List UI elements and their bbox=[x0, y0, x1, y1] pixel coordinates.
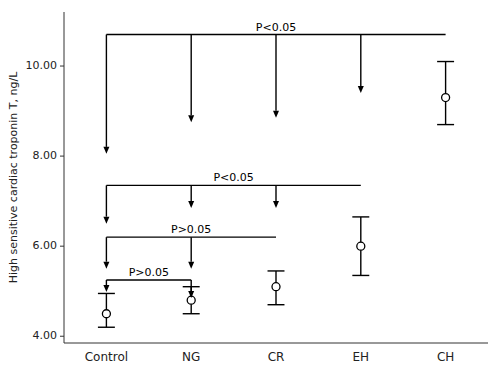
arrow-shaft bbox=[190, 280, 191, 291]
error-cap-lower bbox=[352, 275, 369, 276]
arrow-shaft bbox=[190, 237, 191, 262]
arrow-shaft bbox=[190, 185, 191, 201]
annotation-arrow bbox=[188, 35, 194, 123]
plot-area bbox=[98, 35, 454, 328]
annotation-arrow bbox=[103, 35, 109, 154]
arrow-shaft bbox=[106, 185, 107, 216]
error-cap-lower bbox=[98, 327, 115, 328]
arrow-head bbox=[273, 201, 279, 208]
x-tick-label: CR bbox=[268, 350, 285, 364]
error-cap-lower bbox=[183, 313, 200, 314]
y-tick-label: 8.00 bbox=[33, 149, 58, 162]
annotation-arrow bbox=[188, 185, 194, 208]
x-axis-line bbox=[64, 343, 488, 344]
x-tick-label: Control bbox=[85, 350, 128, 364]
arrow-head bbox=[103, 285, 109, 292]
annotation-bar bbox=[106, 185, 360, 186]
arrow-shaft bbox=[275, 35, 276, 111]
mean-marker bbox=[442, 94, 450, 102]
axes: 4.00 6.00 8.00 10.00 Control NG CR EH CH bbox=[26, 12, 489, 364]
arrow-head bbox=[188, 115, 194, 122]
annotation-arrow bbox=[273, 35, 279, 118]
annotation-arrow bbox=[358, 35, 364, 94]
error-cap-upper bbox=[352, 216, 369, 217]
error-cap-upper bbox=[437, 61, 454, 62]
error-cap-lower bbox=[437, 124, 454, 125]
y-tick-label: 6.00 bbox=[33, 239, 58, 252]
annotation-labels: P<0.05 P<0.05 P>0.05 P>0.05 bbox=[129, 21, 297, 279]
mean-marker bbox=[102, 310, 110, 318]
mean-marker bbox=[357, 242, 365, 250]
y-tick bbox=[60, 336, 64, 337]
mean-marker bbox=[272, 283, 280, 291]
arrow-head bbox=[188, 201, 194, 208]
annotation-label: P>0.05 bbox=[171, 223, 211, 236]
error-cap-lower bbox=[268, 304, 285, 305]
arrow-head bbox=[103, 147, 109, 154]
arrow-shaft bbox=[106, 35, 107, 147]
arrow-shaft bbox=[106, 280, 107, 285]
arrow-head bbox=[103, 217, 109, 224]
annotation-arrow bbox=[188, 280, 194, 298]
annotation-label: P<0.05 bbox=[256, 21, 296, 34]
y-tick-label: 10.00 bbox=[26, 59, 58, 72]
arrow-head bbox=[188, 262, 194, 269]
annotation-arrow bbox=[103, 185, 109, 223]
y-tick bbox=[60, 246, 64, 247]
annotation-label: P<0.05 bbox=[213, 171, 253, 184]
y-axis-label: High sensitive cardiac troponin T, ng/L bbox=[7, 71, 20, 284]
annotation-label: P>0.05 bbox=[129, 266, 169, 279]
arrow-head bbox=[273, 111, 279, 118]
arrow-shaft bbox=[275, 185, 276, 201]
x-tick-label: EH bbox=[352, 350, 369, 364]
y-tick bbox=[60, 156, 64, 157]
chart: 4.00 6.00 8.00 10.00 Control NG CR EH CH High sen… bbox=[0, 0, 500, 373]
arrow-shaft bbox=[106, 237, 107, 262]
annotation-arrow bbox=[188, 237, 194, 269]
arrow-shaft bbox=[360, 35, 361, 87]
arrow-shaft bbox=[190, 35, 191, 116]
y-tick-label: 4.00 bbox=[33, 329, 58, 342]
error-cap-upper bbox=[268, 270, 285, 271]
annotation-arrow bbox=[103, 237, 109, 269]
arrow-head bbox=[358, 86, 364, 93]
annotation-arrow bbox=[103, 280, 109, 292]
annotation-bar bbox=[106, 279, 191, 280]
x-tick-label: CH bbox=[437, 350, 454, 364]
arrow-head bbox=[103, 262, 109, 269]
x-tick-label: NG bbox=[182, 350, 200, 364]
y-axis-line bbox=[64, 12, 65, 343]
annotation-arrow bbox=[273, 185, 279, 208]
error-cap-upper bbox=[98, 293, 115, 294]
arrow-head bbox=[188, 291, 194, 298]
y-tick bbox=[60, 66, 64, 67]
